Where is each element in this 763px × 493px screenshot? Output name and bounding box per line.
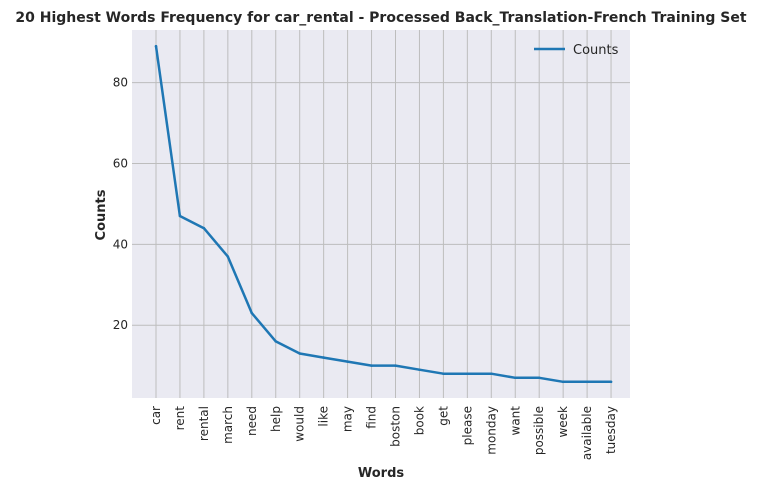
data-point — [609, 380, 613, 384]
y-tick-label: 80 — [113, 76, 128, 90]
x-tick-label: possible — [532, 406, 546, 455]
data-point — [370, 364, 373, 367]
data-point — [298, 352, 301, 355]
x-tick-label: may — [341, 406, 355, 432]
y-axis-label: Counts — [94, 189, 109, 240]
data-point — [514, 376, 517, 380]
series-layer — [154, 44, 613, 384]
data-point — [250, 311, 254, 315]
x-tick-label: help — [269, 406, 283, 432]
x-tick-label: march — [221, 406, 235, 444]
x-tick-label: available — [580, 406, 594, 460]
data-point — [322, 356, 325, 359]
y-tick-label: 20 — [113, 318, 128, 332]
data-point — [346, 360, 349, 363]
x-tick-label: rental — [197, 406, 211, 441]
chart-title: 20 Highest Words Frequency for car_renta… — [15, 10, 746, 26]
x-tick-label: boston — [389, 406, 403, 447]
data-point — [561, 380, 565, 384]
data-point — [585, 380, 589, 384]
data-point — [178, 214, 182, 218]
x-tick-label: want — [508, 406, 522, 436]
x-tick-label: monday — [484, 406, 498, 455]
legend-label: Counts — [573, 43, 619, 58]
data-point — [394, 364, 397, 367]
series-line — [154, 44, 613, 384]
data-point — [154, 44, 158, 48]
plot-area — [132, 30, 630, 398]
data-point — [442, 372, 445, 375]
x-tick-label: need — [245, 406, 259, 436]
data-point — [274, 340, 277, 343]
x-tick-label: like — [317, 406, 331, 427]
x-tick-label: find — [365, 406, 379, 429]
y-tick-label: 60 — [113, 156, 128, 170]
x-tick-label: please — [460, 406, 474, 445]
x-tick-label: would — [293, 406, 307, 442]
legend: Counts — [534, 43, 619, 58]
y-tick-label: 40 — [113, 237, 128, 251]
data-point — [537, 376, 541, 380]
x-tick-label: car — [149, 406, 163, 425]
data-point — [202, 226, 206, 230]
x-tick-label: tuesday — [604, 406, 618, 454]
x-tick-label: book — [412, 406, 426, 435]
data-point — [226, 255, 230, 258]
x-tick-label: get — [436, 406, 450, 426]
x-tick-label: week — [556, 406, 570, 438]
data-point — [490, 372, 493, 375]
axes: car rent rental march need help would like may fi… — [113, 76, 618, 461]
x-axis-label: Words — [358, 466, 405, 481]
data-point — [466, 372, 469, 375]
data-point — [418, 368, 421, 371]
x-tick-label: rent — [173, 406, 187, 431]
grid-lines — [132, 30, 630, 398]
